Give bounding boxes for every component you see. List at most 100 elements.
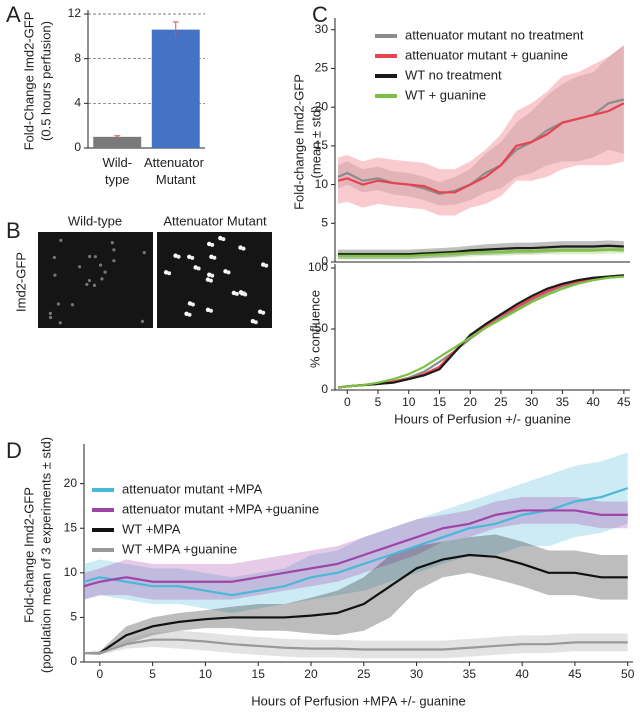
legend-label: WT +MPA <box>122 521 181 536</box>
y-tick-label: 5 <box>70 610 77 624</box>
cell <box>56 302 61 306</box>
bar <box>93 136 142 148</box>
y-tick-label: 0 <box>70 654 77 668</box>
y-tick-label: 0 <box>321 254 328 268</box>
cell <box>48 311 53 315</box>
x-tick-label: 40 <box>515 667 529 681</box>
x-axis-label: Hours of Perfusion +MPA +/- guanine <box>251 693 465 708</box>
cell <box>196 266 201 271</box>
cell <box>261 310 266 315</box>
cell <box>53 273 57 277</box>
x-tick-label: 50 <box>621 667 635 681</box>
cell <box>210 242 215 247</box>
x-tick-label: 25 <box>494 395 508 409</box>
y-tick-label: 0 <box>321 382 328 396</box>
y-tick-label: 10 <box>315 177 329 191</box>
x-tick-label: 10 <box>199 667 213 681</box>
cell <box>208 278 213 283</box>
image-title: Attenuator Mutant <box>163 213 267 228</box>
cell <box>221 237 226 242</box>
error-bar <box>172 21 179 38</box>
cell <box>176 254 181 259</box>
cell <box>234 291 239 296</box>
y-tick-label: 15 <box>315 138 329 152</box>
cell <box>241 291 246 296</box>
std-band <box>338 45 624 216</box>
line <box>84 638 628 655</box>
x-tick-label: 10 <box>402 395 416 409</box>
cell <box>264 263 269 268</box>
cell <box>93 255 97 259</box>
cell <box>110 241 114 245</box>
panel-label: A <box>6 2 21 27</box>
line <box>337 102 625 194</box>
cell <box>187 312 192 317</box>
micrograph <box>38 232 153 328</box>
cell <box>100 277 104 281</box>
error-bar <box>114 135 121 138</box>
legend-label: WT + guanine <box>405 87 486 102</box>
y-axis-label: (0.5 hours perfusion) <box>38 21 53 141</box>
x-tick-label: 15 <box>433 395 447 409</box>
cell <box>190 255 195 260</box>
x-tick-label: 35 <box>463 667 477 681</box>
cell <box>58 321 62 325</box>
y-tick-label: 50 <box>315 321 329 335</box>
image-title: Wild-type <box>68 213 122 228</box>
cell <box>70 303 75 307</box>
cell <box>167 271 172 276</box>
x-tick-label: Attenuator Mutant <box>144 155 208 187</box>
x-tick-label: 35 <box>556 395 570 409</box>
y-tick-label: 25 <box>315 61 329 75</box>
cell <box>226 270 231 275</box>
cell <box>212 255 217 260</box>
cell <box>112 259 116 263</box>
cell <box>59 238 63 243</box>
cell <box>92 283 97 287</box>
x-tick-label: 0 <box>344 395 351 409</box>
cell <box>210 273 215 278</box>
micrograph <box>157 232 272 328</box>
cell <box>142 251 146 255</box>
x-tick-label: 45 <box>568 667 582 681</box>
cell <box>140 319 145 323</box>
y-tick-label: 0 <box>74 140 81 154</box>
cell <box>48 315 53 320</box>
x-tick-label: 20 <box>464 395 478 409</box>
legend-label: attenuator mutant +MPA +guanine <box>122 501 319 516</box>
cell <box>52 255 56 260</box>
std-band <box>84 452 628 613</box>
x-tick-label: 5 <box>149 667 156 681</box>
line <box>84 553 628 655</box>
line <box>338 244 624 256</box>
cell <box>87 278 92 283</box>
x-tick-label: 15 <box>252 667 266 681</box>
y-tick-label: 4 <box>74 96 81 110</box>
line <box>337 275 624 389</box>
y-axis-label: Fold-Change Imd2-GFP <box>21 12 36 151</box>
legend-label: attenuator mutant no treatment <box>405 27 584 42</box>
legend-label: WT +MPA +guanine <box>122 541 237 556</box>
cell <box>88 254 92 259</box>
std-band <box>338 45 624 206</box>
x-tick-label: 25 <box>357 667 371 681</box>
cell <box>253 320 258 325</box>
panel-label: D <box>6 438 22 463</box>
line <box>337 274 624 389</box>
cell <box>78 265 82 269</box>
cell <box>208 308 213 313</box>
y-axis-label: % confluence <box>307 290 322 368</box>
line <box>83 487 629 597</box>
y-tick-label: 10 <box>64 565 78 579</box>
y-tick-label: 15 <box>64 520 78 534</box>
y-axis-label: Imd2-GFP <box>13 252 28 312</box>
panel-label: B <box>6 218 21 243</box>
x-tick-label: 40 <box>586 395 600 409</box>
x-tick-label: 45 <box>617 395 631 409</box>
y-tick-label: 100 <box>308 260 328 274</box>
y-axis-label: Fold-change Imd2-GFP <box>21 487 36 623</box>
x-tick-label: 30 <box>410 667 424 681</box>
y-axis-label: (population mean of 3 experiments ± std) <box>38 437 53 673</box>
x-tick-label: Wild-type <box>102 155 132 187</box>
cell <box>85 282 89 287</box>
